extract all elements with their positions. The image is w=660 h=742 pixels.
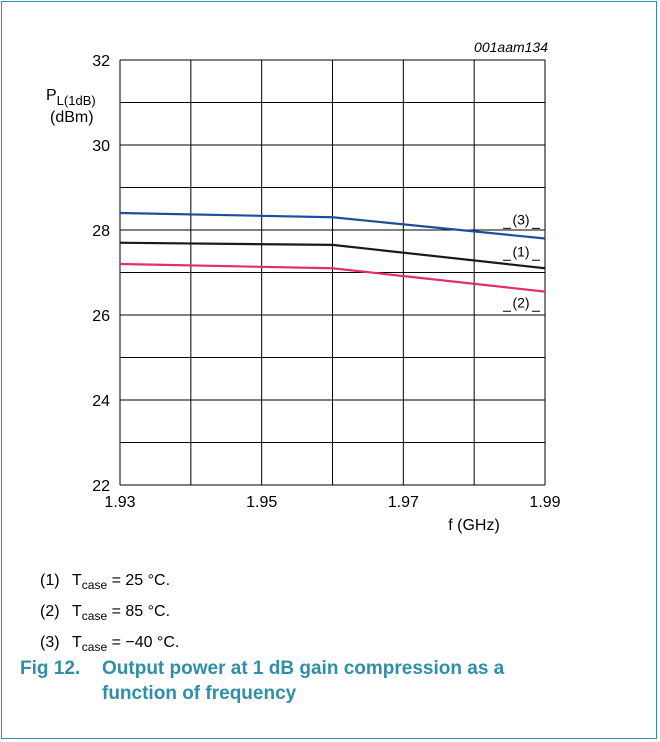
note-symbol: T — [72, 603, 82, 620]
series-lines — [119, 211, 546, 293]
note-2: (2) Tcase = 85 °C. — [40, 596, 179, 627]
series-label: (1) — [512, 243, 529, 259]
x-tick-label: 1.93 — [104, 494, 135, 511]
caption-line-2: function of frequency — [102, 683, 297, 704]
y-axis-label: PL(1dB) — [46, 87, 96, 108]
caption-line-1: Output power at 1 dB gain compression as… — [102, 658, 505, 679]
note-subscript: case — [81, 578, 108, 593]
x-tick-label: 1.99 — [529, 494, 560, 511]
series-label: (2) — [512, 294, 529, 310]
note-text: = 25 °C. — [107, 572, 171, 589]
y-tick-label: 32 — [92, 53, 110, 70]
chart: 001aam134 PL(1dB) (dBm) f (GHz) 22 24 26 28… — [46, 39, 561, 534]
note-3: (3) Tcase = −40 °C. — [40, 627, 179, 658]
figure-id: 001aam134 — [474, 39, 548, 55]
grid — [119, 59, 546, 486]
y-tick-label: 24 — [92, 393, 110, 410]
note-1: (1) Tcase = 25 °C. — [40, 565, 179, 596]
x-axis-label: f (GHz) — [448, 517, 500, 534]
series-label-bg — [503, 209, 537, 230]
x-tick-label: 1.95 — [246, 494, 277, 511]
y-tick-label: 22 — [92, 478, 110, 495]
notes: (1) Tcase = 25 °C. (2) Tcase = 85 °C. (3) T… — [40, 565, 179, 658]
note-text: = 85 °C. — [107, 603, 171, 620]
note-symbol: T — [72, 572, 82, 589]
series-label: (3) — [512, 211, 529, 227]
note-text: = −40 °C. — [107, 634, 180, 651]
note-symbol: T — [72, 634, 82, 651]
y-tick-label: 28 — [92, 223, 110, 240]
series-label-bg — [503, 241, 537, 262]
series-label-bg — [503, 292, 537, 313]
tick-labels: 22 24 26 28 30 32 1.93 1.95 1.97 1.99 — [92, 53, 560, 511]
series-line — [119, 262, 546, 293]
series-labels: (1) (2) (3) — [503, 209, 540, 313]
note-subscript: case — [81, 609, 108, 624]
y-axis-label-sub: L(1dB) — [57, 93, 96, 108]
x-tick-label: 1.97 — [388, 494, 419, 511]
note-subscript: case — [81, 640, 108, 655]
caption-number: Fig 12. — [20, 658, 81, 679]
note-number: (1) — [40, 572, 60, 589]
figure-caption: Fig 12. Output power at 1 dB gain compres… — [20, 656, 620, 706]
y-axis-unit: (dBm) — [50, 109, 94, 126]
series-line — [119, 211, 546, 240]
y-tick-label: 30 — [92, 138, 110, 155]
note-number: (2) — [40, 603, 60, 620]
note-number: (3) — [40, 634, 60, 651]
y-tick-label: 26 — [92, 308, 110, 325]
series-line — [119, 241, 546, 270]
